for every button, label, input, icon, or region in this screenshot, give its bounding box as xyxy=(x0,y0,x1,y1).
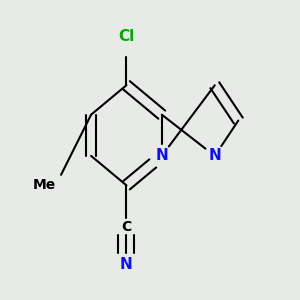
Text: C: C xyxy=(121,220,132,234)
Text: Cl: Cl xyxy=(118,29,135,44)
Text: N: N xyxy=(120,257,133,272)
Text: N: N xyxy=(155,148,168,164)
Text: N: N xyxy=(208,148,221,164)
Text: Me: Me xyxy=(32,178,56,192)
